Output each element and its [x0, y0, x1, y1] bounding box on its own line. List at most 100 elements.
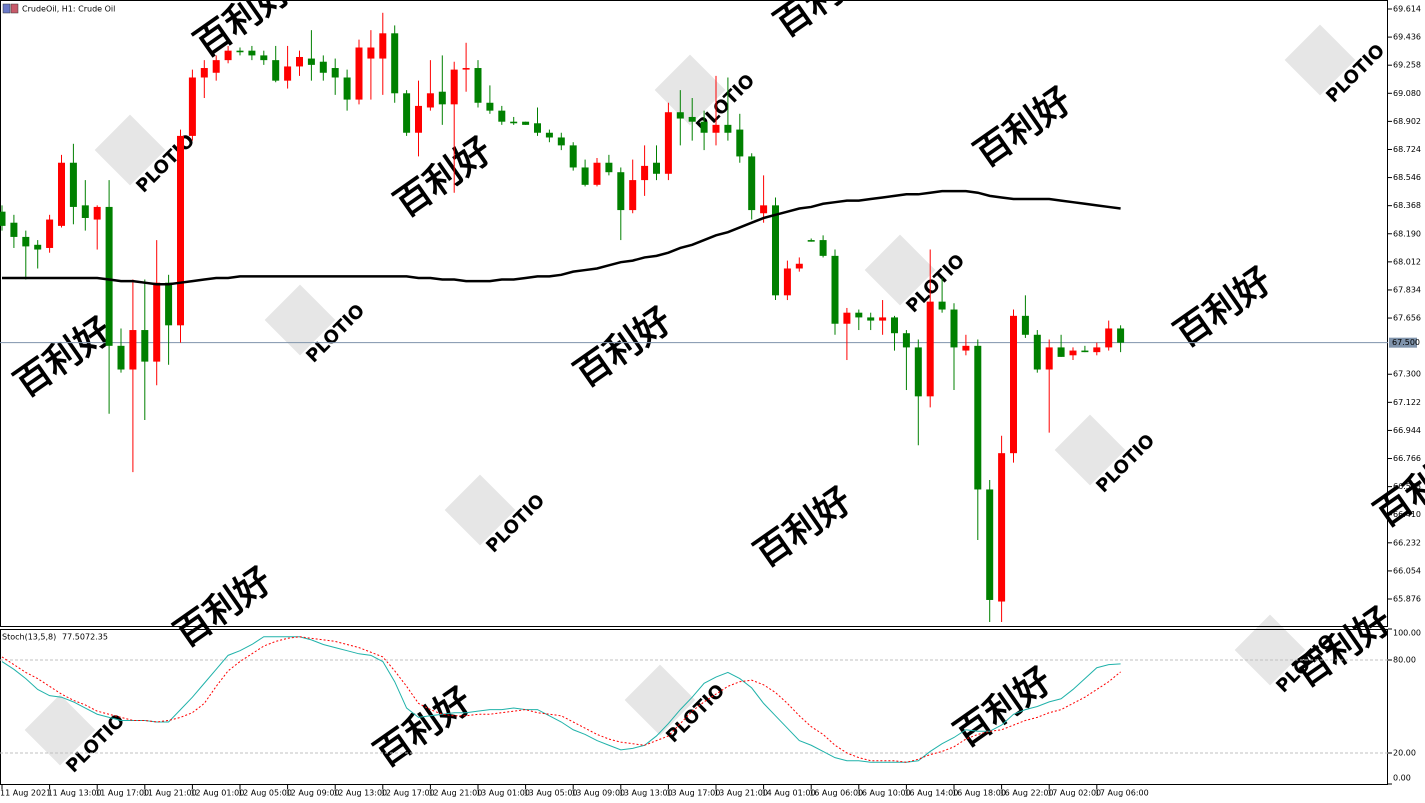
candle-body — [141, 330, 149, 362]
x-tick-label: 12 Aug 13:00 — [333, 789, 387, 798]
candle-body — [676, 112, 684, 119]
x-tick-label: 16 Aug 06:00 — [809, 789, 863, 798]
candle-body — [938, 301, 946, 310]
candle-body — [343, 77, 351, 100]
y-tick-label: 66.766 — [1393, 454, 1421, 463]
y-tick-label: 67.656 — [1393, 314, 1421, 323]
y-tick-label: 68.902 — [1393, 117, 1421, 126]
candle-body — [165, 282, 173, 326]
candle-body — [879, 317, 887, 321]
candle-body — [93, 206, 101, 220]
y-tick-label: 66.944 — [1393, 426, 1421, 435]
candle-body — [474, 68, 482, 103]
candle-body — [105, 206, 113, 346]
x-tick-label: 11 Aug 17:00 — [95, 789, 149, 798]
candle-body — [760, 205, 768, 214]
x-tick-label: 17 Aug 06:00 — [1095, 789, 1149, 798]
stoch-y-tick-label: 80.00 — [1393, 656, 1416, 665]
x-tick-label: 16 Aug 22:00 — [1000, 789, 1054, 798]
watermark-logo-shape — [264, 284, 336, 356]
y-tick-label: 67.300 — [1393, 370, 1421, 379]
y-tick-label: 68.190 — [1393, 229, 1421, 238]
candle-body — [926, 301, 934, 397]
y-tick-label: 69.080 — [1393, 89, 1421, 98]
x-tick-label: 16 Aug 14:00 — [904, 789, 958, 798]
y-tick-label: 66.588 — [1393, 482, 1421, 491]
candle-body — [117, 345, 125, 370]
candle-body — [248, 50, 256, 56]
y-tick-label: 67.122 — [1393, 398, 1421, 407]
candle-body — [605, 162, 613, 173]
candle-body — [986, 489, 994, 600]
candle-body — [783, 268, 791, 296]
x-tick-label: 13 Aug 13:00 — [619, 789, 673, 798]
candle-body — [593, 162, 601, 185]
x-tick-label: 12 Aug 01:00 — [190, 789, 244, 798]
candle-body — [1093, 347, 1101, 353]
candle-body — [736, 129, 744, 157]
x-tick-label: 12 Aug 21:00 — [428, 789, 482, 798]
chart-title: CrudeOil, H1: Crude Oil — [22, 5, 115, 14]
stoch-y-tick-label: 20.00 — [1393, 749, 1416, 758]
candle-body — [426, 93, 434, 108]
current-price-box — [1389, 337, 1417, 348]
main-panel-border — [0, 0, 1388, 627]
candle-body — [498, 110, 506, 122]
watermark-logo-shape — [864, 234, 936, 306]
candle-body — [260, 55, 268, 61]
candle-body — [855, 312, 863, 318]
candle-body — [617, 172, 625, 211]
candle-body — [545, 132, 553, 138]
stoch-panel-border — [0, 629, 1388, 785]
candle-body — [831, 255, 839, 324]
candle-body — [700, 121, 708, 133]
x-tick-label: 13 Aug 01:00 — [476, 789, 530, 798]
candle-body — [557, 137, 565, 146]
candle-body — [950, 309, 958, 348]
candle-body — [319, 61, 327, 73]
stoch-y-tick-label: 100.00 — [1393, 629, 1421, 638]
candle-body — [367, 47, 375, 59]
candle-body — [867, 317, 875, 321]
candle-body — [403, 93, 411, 133]
candle-body — [46, 219, 54, 248]
candle-body — [748, 156, 756, 211]
x-tick-label: 16 Aug 10:00 — [857, 789, 911, 798]
x-tick-label: 11 Aug 21:00 — [143, 789, 197, 798]
moving-average — [2, 189, 1121, 286]
y-tick-label: 68.368 — [1393, 201, 1421, 210]
candle-body — [438, 91, 446, 105]
candle-body — [188, 77, 196, 136]
candle-body — [914, 347, 922, 397]
candle-body — [569, 145, 577, 168]
candle-body — [0, 211, 6, 226]
stoch-name: Stoch(13,5,8) — [2, 633, 56, 642]
x-tick-label: 13 Aug 17:00 — [666, 789, 720, 798]
candle-body — [1081, 350, 1089, 353]
y-tick-label: 66.410 — [1393, 510, 1421, 519]
candle-body — [129, 330, 137, 370]
candle-body — [379, 33, 387, 59]
candle-body — [629, 180, 637, 211]
y-tick-label: 68.546 — [1393, 173, 1421, 182]
stoch-d-current: 72.35 — [85, 633, 108, 642]
candle-body — [641, 165, 649, 181]
y-tick-label: 65.876 — [1393, 595, 1421, 604]
candle-body — [177, 135, 184, 326]
y-tick-label: 69.258 — [1393, 61, 1421, 70]
candle-body — [974, 345, 982, 490]
x-tick-label: 14 Aug 01:00 — [762, 789, 816, 798]
candle-body — [200, 68, 208, 78]
watermark-logo-shape — [444, 474, 516, 546]
candle-body — [462, 68, 470, 70]
x-tick-label: 12 Aug 09:00 — [286, 789, 340, 798]
candle-body — [522, 121, 530, 125]
x-tick-label: 11 Aug 13:00 — [48, 789, 102, 798]
candle-body — [284, 66, 292, 81]
x-tick-label: 12 Aug 17:00 — [381, 789, 435, 798]
candle-body — [843, 312, 851, 324]
y-tick-label: 66.054 — [1393, 566, 1421, 575]
